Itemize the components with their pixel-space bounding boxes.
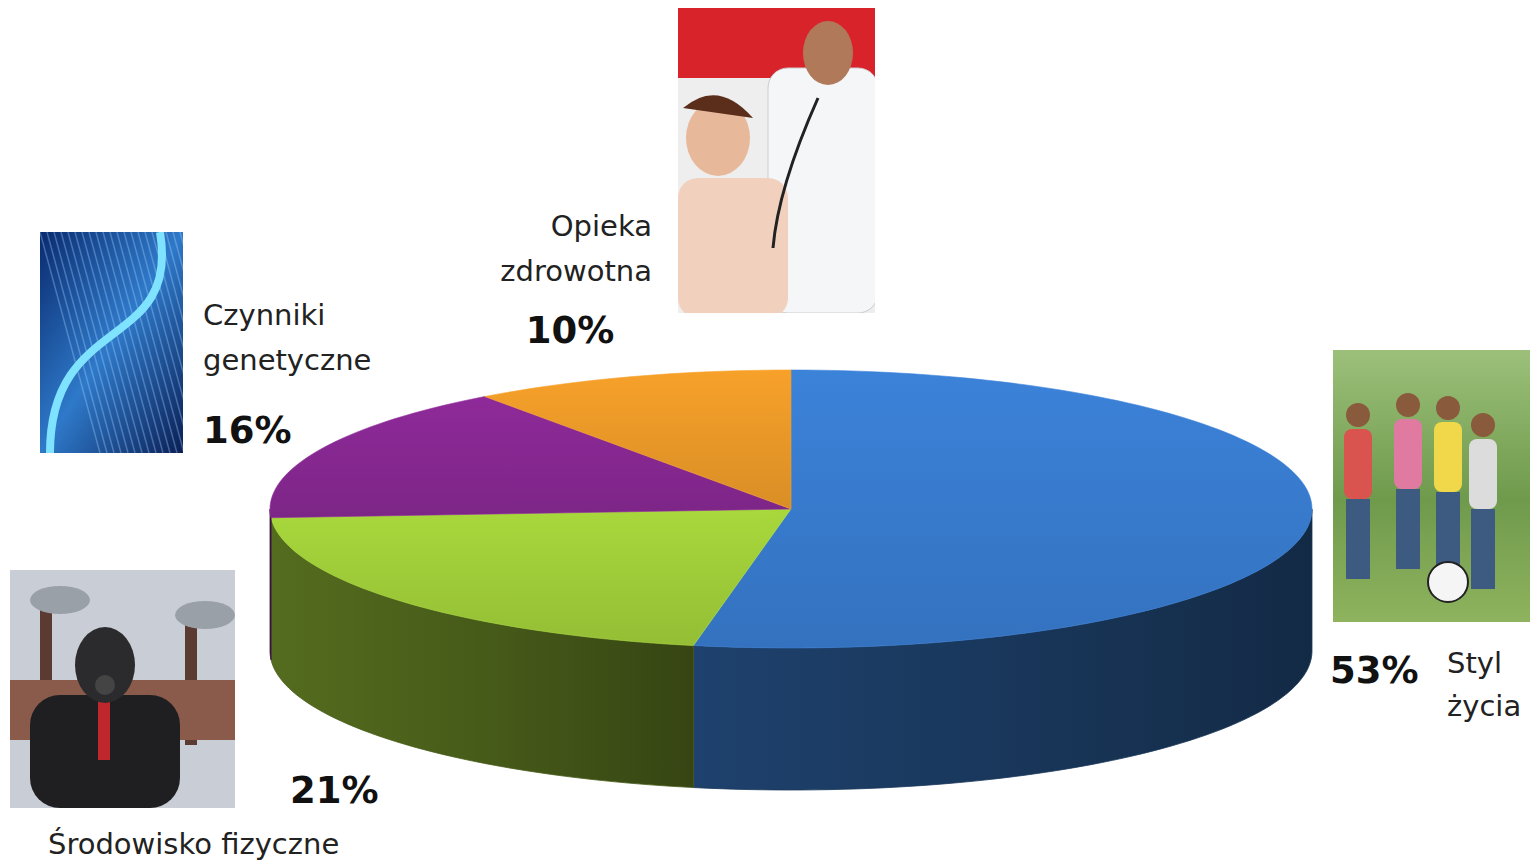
photo-bg (10, 570, 235, 808)
category-label-line: Opieka (551, 209, 652, 243)
person-head (1346, 403, 1370, 427)
gas-mask (75, 627, 135, 703)
person-body (1344, 429, 1372, 499)
value-label: 16% (203, 409, 292, 452)
patient-body (678, 178, 788, 313)
person-head (1396, 393, 1420, 417)
suit (30, 695, 180, 808)
tie (98, 700, 110, 760)
category-label-line: życia (1447, 689, 1521, 723)
person-body (1434, 422, 1462, 492)
patient-hair (683, 95, 753, 118)
dna-strand (166, 232, 183, 453)
category-label: Styl życia (1447, 646, 1521, 723)
person-head (1471, 413, 1495, 437)
value-label: 21% (290, 769, 379, 812)
person-legs (1346, 499, 1370, 579)
photo (678, 8, 875, 313)
slice-top (485, 370, 791, 509)
smoke (30, 586, 90, 614)
category-label-line: zdrowotna (500, 254, 652, 288)
category-label-line: genetyczne (203, 343, 371, 377)
doctor-head (803, 21, 853, 85)
stethoscope (773, 98, 818, 248)
mask-filter (95, 675, 115, 695)
photo (1333, 350, 1530, 622)
slice-side (270, 509, 271, 660)
photo-bg (1333, 350, 1530, 622)
person-legs (1471, 509, 1495, 589)
person-legs (1436, 492, 1460, 572)
photo (40, 232, 183, 453)
person-body (1394, 419, 1422, 489)
category-label: Czynniki genetyczne (203, 298, 371, 377)
dna-helix (50, 232, 162, 453)
category-label-line: Środowisko fizyczne (48, 827, 339, 861)
value-label: 53% (1330, 649, 1419, 692)
chart: Styl życia 53% Środowisko fizyczne 21% Czynni… (0, 0, 1532, 868)
ball (1428, 562, 1468, 602)
dna-strand (180, 232, 183, 453)
pie-slice (271, 509, 791, 788)
person-head (1436, 396, 1460, 420)
category-label: Opieka zdrowotna (500, 209, 652, 288)
category-label-line: Czynniki (203, 298, 325, 332)
person-legs (1396, 489, 1420, 569)
photo (10, 570, 235, 808)
dna-strand (173, 232, 183, 453)
smoke (175, 601, 235, 629)
category-label-line: Styl (1447, 646, 1502, 680)
value-label: 10% (526, 309, 615, 352)
person-body (1469, 439, 1497, 509)
category-label: Środowisko fizyczne (48, 827, 339, 861)
slice-top (271, 509, 791, 646)
pie-slice (485, 370, 791, 509)
